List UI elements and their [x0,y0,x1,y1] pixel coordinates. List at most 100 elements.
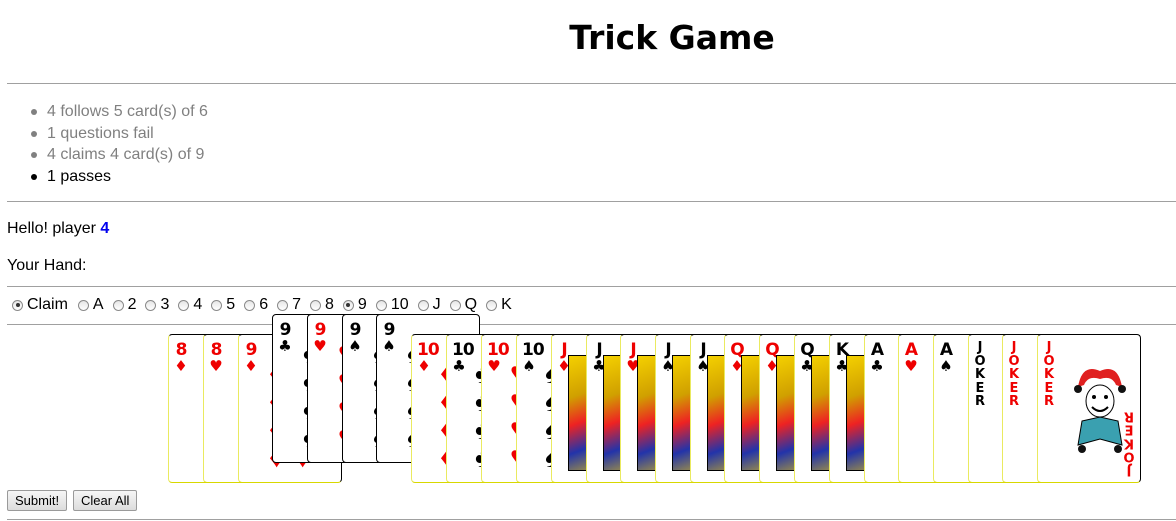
claim-option[interactable]: 9 [342,296,367,314]
card-rank: A [939,340,953,360]
card-corner: J ♠ [661,340,675,375]
card-suit: ♦ [244,357,258,375]
clear-all-button[interactable]: Clear All [73,490,138,511]
radio-button[interactable] [178,299,190,311]
greeting: Hello! player 4 [7,220,109,238]
claim-option[interactable]: A [77,296,104,314]
card-rank: J [665,340,671,360]
card-corner: 10 ♠ [522,340,545,375]
claim-option-label: A [92,296,104,313]
card-corner: 10 ♥ [487,340,510,374]
submit-button[interactable]: Submit! [7,490,68,511]
player-number: 4 [100,220,110,237]
card-rank: 10 [487,340,510,360]
card-suit: ♦ [730,357,744,375]
radio-button[interactable] [310,299,321,311]
claim-options: Claim A 2 3 4 5 6 7 8 9 10 J Q K [12,296,521,314]
card-suit: ♣ [870,357,884,375]
card-corner: J ♦ [557,340,571,375]
card-rank: 9 [245,340,258,360]
radio-button[interactable] [112,299,124,311]
card-corner: J ♥ [626,340,640,374]
card-corner: 9 ♦ [244,340,258,375]
card-corner: 10 ♣ [452,340,475,375]
log-item: 4 follows 5 card(s) of 6 [31,101,208,123]
radio-button[interactable] [449,299,461,311]
card-rank: 8 [210,340,223,360]
radio-button[interactable] [277,299,289,311]
divider [7,83,1176,84]
card-corner: 9 ♠ [348,321,362,355]
card-corner: 8 ♥ [209,340,223,375]
card-corner: 9 ♣ [278,320,292,355]
card-suit: ♦ [557,357,571,375]
radio-button[interactable] [486,299,498,311]
radio-button[interactable] [375,299,387,311]
card-rank: J [700,340,706,360]
card-suit: ♥ [209,357,223,375]
log-item-current: 1 passes [31,166,208,188]
claim-option[interactable]: 7 [277,296,301,314]
claim-option[interactable]: 10 [375,296,409,314]
card-rank: A [870,340,884,360]
card-rank: Q [730,340,744,360]
claim-option[interactable]: Q [449,296,478,314]
card-rank: 8 [175,340,188,360]
claim-option[interactable]: Claim [12,296,68,314]
card-suit: ♣ [452,357,466,375]
card-rank: 9 [279,320,292,340]
card-suit: ♣ [835,357,849,375]
card-rank: 9 [383,320,396,340]
game-log: 4 follows 5 card(s) of 6 1 questions fai… [31,101,208,188]
card-suit: ♠ [348,337,362,355]
card-suit: ♠ [939,357,953,375]
card-suit: ♠ [661,357,675,375]
radio-button[interactable] [12,299,23,311]
card-rank: 10 [452,340,475,360]
card-corner: 8 ♦ [174,340,188,375]
card-suit: ♦ [174,357,188,375]
claim-option-label: Q [464,296,478,313]
card-rank: J [596,340,602,360]
radio-button[interactable] [342,299,354,311]
card-corner: 9 ♥ [313,321,327,354]
card-suit: ♣ [278,337,292,355]
card-corner: 9 ♠ [382,320,396,354]
log-item: 4 claims 4 card(s) of 9 [31,144,208,166]
card-rank: J [630,340,636,360]
card-rank: 10 [522,340,545,360]
radio-button[interactable] [145,299,157,311]
claim-option-label: 7 [292,296,301,313]
claim-option[interactable]: 2 [112,296,137,314]
card-rank: K [835,340,849,360]
claim-option[interactable]: J [417,296,441,314]
radio-button[interactable] [244,299,256,311]
card-corner: J ♠ [696,340,710,374]
claim-option-label: 8 [325,296,334,313]
card-suit: ♦ [417,357,431,375]
card-rank: Q [765,340,779,360]
log-item: 1 questions fail [31,123,208,145]
claim-option[interactable]: 8 [310,296,334,314]
claim-option-label: Claim [27,296,68,313]
claim-option[interactable]: 4 [178,296,202,314]
radio-button[interactable] [211,299,223,311]
radio-button[interactable] [77,299,89,311]
card-corner: A ♠ [939,340,953,375]
claim-option[interactable]: 3 [145,296,169,314]
claim-option[interactable]: 5 [211,296,235,314]
card-suit: ♠ [522,357,536,375]
hand-label: Your Hand: [7,257,87,274]
claim-option-label: 4 [193,296,203,313]
radio-button[interactable] [417,299,429,311]
claim-option[interactable]: K [486,296,512,314]
claim-option-label: 2 [127,296,137,313]
card-rank: J [561,340,567,360]
card-corner: Q ♦ [730,340,744,375]
card-rank: 10 [417,340,440,360]
claim-option[interactable]: 6 [244,296,268,314]
